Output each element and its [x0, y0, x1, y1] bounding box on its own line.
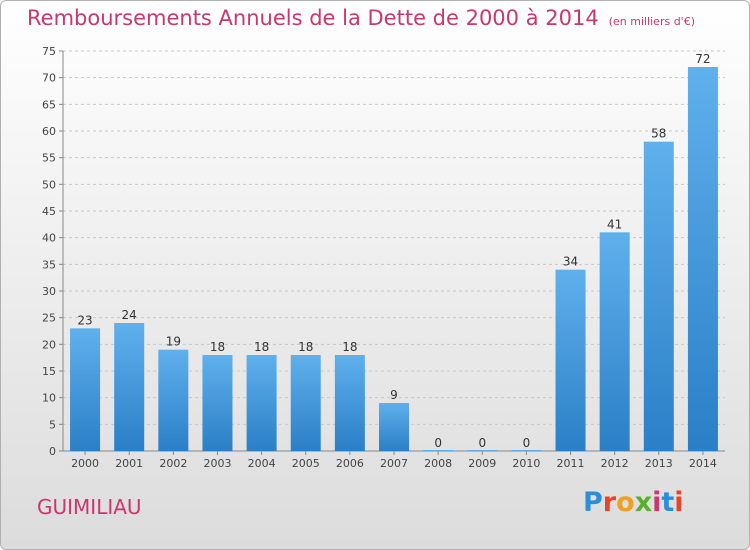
- logo-letter: r: [602, 487, 617, 518]
- value-label: 23: [77, 313, 92, 327]
- x-tick-label: 2014: [689, 457, 717, 470]
- y-tick-label: 60: [42, 125, 56, 138]
- x-tick-label: 2009: [468, 457, 496, 470]
- bar-2010: [511, 450, 542, 451]
- value-label: 0: [523, 436, 531, 450]
- y-tick-label: 20: [42, 338, 56, 351]
- logo-letter: i: [652, 487, 662, 518]
- x-tick-label: 2002: [159, 457, 187, 470]
- x-tick-label: 2011: [557, 457, 585, 470]
- value-label: 18: [210, 340, 225, 354]
- value-label: 18: [254, 340, 269, 354]
- commune-name: GUIMILIAU: [37, 495, 142, 519]
- labels: 0 5 10 15 20 25 30 35 40 45 50 55 60 65 70 75 23 2000 24 20…: [42, 45, 717, 470]
- x-tick-label: 2005: [292, 457, 320, 470]
- value-label: 18: [298, 340, 313, 354]
- bar-2006: [334, 355, 365, 451]
- bar-2000: [70, 328, 101, 451]
- value-label: 58: [651, 127, 666, 141]
- value-label: 41: [607, 217, 622, 231]
- bar-2004: [246, 355, 277, 451]
- logo-letter: o: [616, 487, 635, 518]
- value-label: 0: [478, 436, 486, 450]
- y-tick-label: 70: [42, 72, 56, 85]
- y-tick-label: 10: [42, 392, 56, 405]
- y-tick-label: 75: [42, 45, 56, 58]
- value-label: 34: [563, 255, 578, 269]
- logo-letter: i: [674, 487, 684, 518]
- bar-2002: [158, 349, 189, 451]
- y-tick-label: 65: [42, 98, 56, 111]
- value-label: 72: [695, 52, 710, 66]
- x-tick-label: 2012: [601, 457, 629, 470]
- x-tick-label: 2013: [645, 457, 673, 470]
- y-tick-label: 45: [42, 205, 56, 218]
- bar-2005: [290, 355, 321, 451]
- bar-2008: [423, 450, 454, 451]
- logo-letter: t: [661, 487, 675, 518]
- proxiti-logo: Proxiti: [583, 487, 684, 518]
- bar-2007: [379, 403, 409, 451]
- bar-2001: [114, 323, 145, 451]
- y-tick-label: 35: [42, 258, 56, 271]
- y-tick-label: 55: [42, 152, 56, 165]
- value-label: 0: [434, 436, 442, 450]
- y-tick-label: 50: [42, 178, 56, 191]
- y-tick-label: 15: [42, 365, 56, 378]
- bar-2009: [467, 450, 498, 451]
- x-tick-label: 2003: [203, 457, 231, 470]
- logo-letter: P: [583, 487, 603, 518]
- bar-2013: [643, 141, 674, 451]
- chart-title: Remboursements Annuels de la Dette de 20…: [27, 6, 599, 30]
- bars: [70, 67, 718, 451]
- value-label: 24: [122, 308, 137, 322]
- value-label: 9: [390, 388, 398, 402]
- y-tick-label: 30: [42, 285, 56, 298]
- x-tick-label: 2001: [115, 457, 143, 470]
- logo-letter: x: [634, 487, 653, 518]
- title-line: Remboursements Annuels de la Dette de 20…: [27, 6, 695, 30]
- unit-note: (en milliers d'€): [608, 15, 695, 28]
- bar-2014: [687, 67, 718, 451]
- value-label: 19: [166, 335, 181, 349]
- bar-2011: [555, 269, 586, 451]
- bar-2012: [599, 232, 630, 451]
- y-tick-label: 25: [42, 312, 56, 325]
- x-tick-label: 2000: [71, 457, 99, 470]
- x-tick-label: 2006: [336, 457, 364, 470]
- value-label: 18: [342, 340, 357, 354]
- x-tick-label: 2010: [512, 457, 540, 470]
- y-tick-label: 5: [49, 418, 56, 431]
- x-tick-label: 2007: [380, 457, 408, 470]
- y-tick-label: 0: [49, 445, 56, 458]
- x-tick-label: 2004: [248, 457, 276, 470]
- x-tick-label: 2008: [424, 457, 452, 470]
- y-tick-label: 40: [42, 232, 56, 245]
- bar-2003: [202, 355, 233, 451]
